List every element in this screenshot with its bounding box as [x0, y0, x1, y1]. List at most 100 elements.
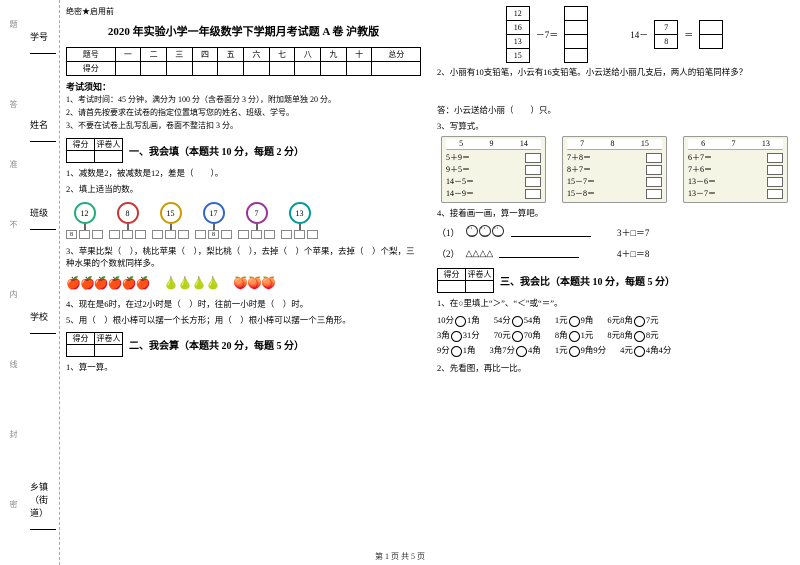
section-scorebox: 得分评卷人 一、我会填（本题共 10 分，每题 2 分）: [66, 138, 421, 163]
cell: 16: [506, 20, 530, 35]
operator-text: 14－: [630, 28, 648, 41]
calc-row-1: 12 16 13 15 －7＝ 14－ 7 8 ＝: [437, 6, 792, 62]
page-footer: 第 1 页 共 5 页: [0, 551, 800, 562]
score-label: 得分: [67, 139, 95, 151]
lollipop-row: 12 8 8 15 17 8 7 13: [66, 202, 421, 239]
eq: 8＋7＝: [567, 164, 591, 175]
draw-eq-2: （2） △△△△ 4＋□＝8: [437, 247, 792, 260]
bind-field-school: 学校: [30, 310, 59, 334]
eq: 15－8＝: [567, 188, 595, 199]
draw-eq-1: （1） 3＋□＝7: [437, 225, 792, 239]
pear-group: 🍐🍐🍐🍐: [164, 276, 220, 291]
calc-card: 7815 7＋8＝ 8＋7＝ 15－7＝ 15－8＝: [562, 136, 667, 203]
cmp-item: 10分1角: [437, 313, 480, 328]
eq: 7＋6＝: [688, 164, 712, 175]
subtrahend-column: 7 8: [654, 20, 678, 48]
q3-2: 2、先看图，再比一比。: [437, 362, 792, 374]
hdr-num: 14: [520, 139, 528, 148]
notice-item: 2、请首先按要求在试卷的指定位置填写您的姓名、班级、学号。: [66, 106, 421, 119]
hdr-num: 6: [701, 139, 705, 148]
eq: 6＋7＝: [688, 152, 712, 163]
cmp-item: 3角7分4角: [490, 343, 541, 358]
th: 三: [166, 48, 192, 62]
result-column: [699, 20, 723, 48]
fruit-row: 🍎🍎🍎🍎🍎🍎 🍐🍐🍐🍐 🍑🍑🍑: [66, 276, 421, 291]
section-title-3: 三、我会比（本题共 10 分，每题 5 分）: [500, 273, 675, 288]
hdr-num: 13: [762, 139, 770, 148]
cell: 15: [506, 48, 530, 63]
grader-label: 评卷人: [466, 269, 494, 281]
section-title-2: 二、我会算（本题共 20 分，每题 5 分）: [129, 337, 304, 352]
q1-2: 2、填上适当的数。: [66, 183, 421, 195]
bind-field-name: 姓名: [30, 118, 59, 142]
cmp-item: 54分54角: [494, 313, 541, 328]
th: 六: [243, 48, 269, 62]
th: 十: [346, 48, 372, 62]
q3-1: 1、在○里填上“＞”、“＜”或“＝”。: [437, 297, 792, 309]
cmp-item: 1元9角9分: [555, 343, 606, 358]
cmp-item: 3角31分: [437, 328, 480, 343]
th: 四: [192, 48, 218, 62]
q1-3: 3、苹果比梨（ ），桃比苹果（ ），梨比桃（ ），去掉（ ）个苹果，去掉（ ）个…: [66, 245, 421, 269]
cell: 12: [506, 6, 530, 21]
cell: 7: [654, 20, 678, 35]
cell: 8: [654, 34, 678, 49]
answer-line: 答：小云送给小丽（ ）只。: [437, 104, 792, 116]
lollipop: 13: [281, 202, 318, 239]
cmp-item: 8角1元: [555, 328, 594, 343]
lolli-number: 8: [117, 202, 139, 224]
compare-grid: 10分1角 54分54角 1元9角 6元8角7元 3角31分 70元70角 8角…: [437, 313, 792, 358]
q1-5: 5、用（ ）根小棒可以摆一个长方形；用（ ）根小棒可以摆一个三角形。: [66, 314, 421, 326]
lolli-number: 13: [289, 202, 311, 224]
lolli-number: 15: [160, 202, 182, 224]
eq-rhs: 4＋□＝8: [617, 247, 649, 260]
draw-blank: [499, 249, 579, 258]
smiley-icon: [466, 225, 505, 239]
flag: 8: [66, 230, 77, 239]
calc-card: 5914 5＋9＝ 9＋5＝ 14－5＝ 14－9＝: [441, 136, 546, 203]
notice-block: 考试须知： 1、考试时间：45 分钟，满分为 100 分（含卷面分 3 分），附…: [66, 80, 421, 132]
grader-label: 评卷人: [95, 139, 123, 151]
cmp-item: 6元8角7元: [607, 313, 658, 328]
q2-3: 3、写算式。: [437, 120, 792, 132]
lollipop: 12 8: [66, 202, 103, 239]
eq: 13－7＝: [688, 188, 716, 199]
calc-cards: 5914 5＋9＝ 9＋5＝ 14－5＝ 14－9＝ 7 8 15 7＋8＝ 8＋7…: [437, 136, 792, 203]
eq: 7＋8＝: [567, 152, 591, 163]
seal-mark: 线: [8, 360, 19, 368]
hdr-num: 7: [731, 139, 735, 148]
eq: 15－7＝: [567, 176, 595, 187]
seal-mark: 内: [8, 290, 19, 298]
th: 得分: [67, 62, 116, 76]
lolli-number: 17: [203, 202, 225, 224]
cmp-item: 8元8角8元: [607, 328, 658, 343]
cmp-item: 70元70角: [494, 328, 541, 343]
th: 五: [218, 48, 244, 62]
cell: 13: [506, 34, 530, 49]
bind-field-town: 乡镇（街道）: [30, 480, 59, 530]
hdr-num: 8: [610, 139, 614, 148]
eq: 14－5＝: [446, 176, 474, 187]
right-column: 12 16 13 15 －7＝ 14－ 7 8 ＝ 2、小丽有10支铅笔，小云有…: [437, 6, 792, 547]
eq-rhs: 3＋□＝7: [617, 226, 649, 239]
notice-title: 考试须知：: [66, 82, 111, 92]
peach-group: 🍑🍑🍑: [233, 276, 275, 291]
seal-mark: 题: [8, 20, 19, 28]
cmp-item: 9分1角: [437, 343, 476, 358]
seal-mark: 密: [8, 500, 19, 508]
eq-label: （2）: [437, 247, 460, 260]
lollipop: 7: [238, 202, 275, 239]
lolli-number: 12: [74, 202, 96, 224]
q2-4: 4、接着画一画，算一算吧。: [437, 207, 792, 219]
seal-mark: 答: [8, 100, 19, 108]
q1-4: 4、现在是6时，在过2小时是（ ）时，往前一小时是（ ）时。: [66, 298, 421, 310]
bind-field-id: 学号: [30, 30, 59, 54]
hdr-num: 5: [459, 139, 463, 148]
notice-item: 3、不要在试卷上乱写乱画，卷面不整洁扣 3 分。: [66, 119, 421, 132]
q2-1: 1、算一算。: [66, 361, 421, 373]
th: 七: [269, 48, 295, 62]
apple-group: 🍎🍎🍎🍎🍎🍎: [66, 276, 150, 291]
operator-text: －7＝: [536, 28, 559, 41]
hdr-num: 15: [641, 139, 649, 148]
seal-mark: 准: [8, 160, 19, 168]
